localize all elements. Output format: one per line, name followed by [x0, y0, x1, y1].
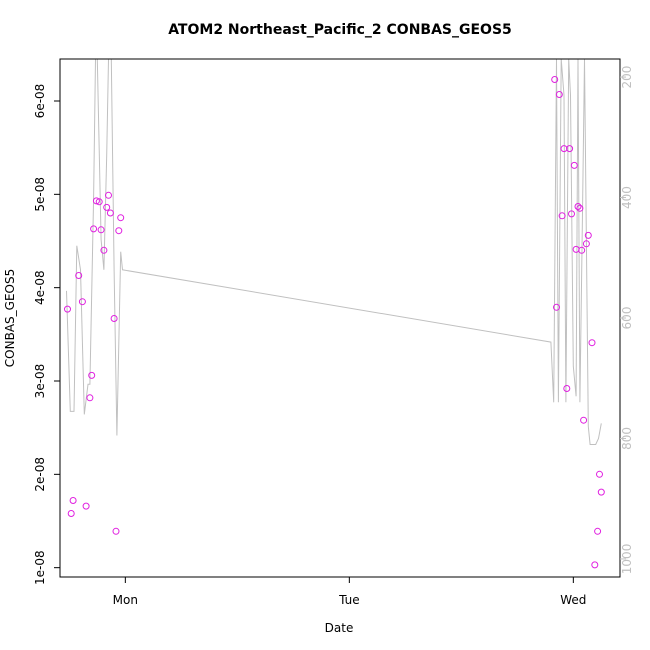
- data-point: [576, 204, 584, 212]
- y-tick-label: 1e-08: [33, 550, 47, 585]
- data-point: [86, 394, 94, 402]
- y-tick-label: 4e-08: [33, 270, 47, 305]
- data-point: [64, 305, 71, 313]
- data-point: [596, 470, 603, 478]
- data-point: [105, 191, 112, 199]
- data-point: [578, 246, 586, 254]
- data-point: [69, 497, 77, 504]
- data-point: [551, 76, 559, 83]
- data-point: [553, 303, 560, 311]
- data-point: [594, 527, 602, 535]
- line-series-path: [66, 59, 602, 445]
- data-point: [566, 145, 574, 153]
- data-point: [100, 246, 108, 254]
- y-tick-label: 6e-08: [33, 84, 47, 119]
- y-axis-label: CONBAS_GEOS5: [3, 269, 17, 367]
- data-point: [117, 214, 125, 222]
- data-point: [568, 210, 575, 218]
- data-point: [597, 488, 605, 496]
- data-point: [558, 212, 566, 220]
- data-point: [570, 161, 578, 169]
- y2-tick-label: 400: [620, 186, 634, 209]
- y-tick-label: 3e-08: [33, 364, 47, 399]
- data-point: [588, 339, 596, 347]
- y2-tick-label: 1000: [620, 544, 634, 575]
- data-point: [555, 91, 563, 98]
- y-tick-label: 2e-08: [33, 457, 47, 492]
- data-point: [106, 209, 114, 217]
- data-point: [97, 226, 105, 234]
- data-point: [580, 416, 588, 424]
- data-point: [82, 502, 90, 510]
- data-point: [110, 315, 118, 322]
- data-point: [67, 510, 75, 517]
- y2-tick-label: 800: [620, 427, 634, 450]
- data-point: [574, 203, 582, 210]
- line-series: [66, 59, 602, 445]
- data-point: [112, 527, 120, 535]
- plot-frame: [59, 58, 621, 578]
- data-point: [95, 198, 103, 206]
- bottom-axis: Mon Tue Wed: [113, 577, 586, 607]
- y-tick-label: 5e-08: [33, 177, 47, 212]
- data-point: [584, 231, 592, 239]
- right-axis: 200 400 600 800 1000: [620, 66, 634, 575]
- data-point: [90, 225, 98, 233]
- x-tick-label: Mon: [113, 593, 138, 607]
- data-point: [75, 272, 83, 279]
- data-point: [103, 203, 111, 211]
- data-point: [78, 298, 86, 306]
- x-axis-label: Date: [325, 621, 354, 635]
- y2-tick-label: 200: [620, 66, 634, 89]
- point-series: [64, 76, 605, 569]
- data-point: [563, 385, 571, 392]
- data-point: [582, 240, 590, 248]
- data-point: [88, 371, 96, 379]
- x-tick-label: Tue: [338, 593, 360, 607]
- data-point: [591, 561, 599, 569]
- left-axis: 1e-08 2e-08 3e-08 4e-08 5e-08 6e-08: [33, 84, 60, 585]
- data-point: [572, 245, 580, 253]
- x-tick-label: Wed: [560, 593, 586, 607]
- y2-tick-label: 600: [620, 307, 634, 330]
- data-point: [115, 227, 123, 235]
- chart-title: ATOM2 Northeast_Pacific_2 CONBAS_GEOS5: [168, 22, 512, 38]
